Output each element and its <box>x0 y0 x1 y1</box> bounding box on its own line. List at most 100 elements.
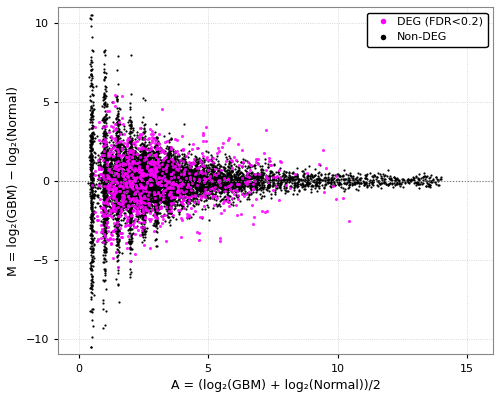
Point <box>177 187 185 193</box>
Point <box>164 202 172 208</box>
Point <box>160 178 168 184</box>
Point <box>230 180 238 187</box>
Point <box>126 130 134 136</box>
Point <box>165 187 173 194</box>
Point <box>154 140 162 146</box>
Point <box>100 173 108 180</box>
Point <box>120 176 128 182</box>
Point <box>188 190 196 196</box>
Point <box>114 168 122 174</box>
Point <box>140 173 148 180</box>
Point <box>85 74 93 80</box>
Point <box>176 178 184 184</box>
Point <box>116 192 124 199</box>
Point <box>151 178 159 185</box>
Point <box>202 156 210 162</box>
Point <box>174 194 182 200</box>
Point <box>139 182 147 188</box>
Point <box>150 184 158 191</box>
Point <box>136 196 144 203</box>
Point <box>266 168 274 175</box>
Point <box>226 170 234 177</box>
Point <box>209 193 217 199</box>
Point <box>180 153 188 159</box>
Point <box>140 154 148 160</box>
Point <box>167 160 175 166</box>
Point <box>373 182 381 188</box>
Point <box>151 168 159 174</box>
Point <box>138 203 146 209</box>
Point <box>126 196 134 203</box>
Point <box>127 187 135 193</box>
Point <box>195 177 203 184</box>
Point <box>136 172 144 179</box>
Point <box>154 195 162 201</box>
Point <box>145 170 153 176</box>
Point <box>88 204 96 210</box>
Point <box>121 188 129 194</box>
Point <box>134 154 142 160</box>
Point <box>164 163 172 170</box>
Point <box>144 193 152 199</box>
Point <box>164 182 172 188</box>
Point <box>362 180 370 187</box>
Point <box>112 183 120 190</box>
Point <box>100 200 108 207</box>
Point <box>284 178 292 185</box>
Point <box>86 59 94 65</box>
Point <box>126 174 134 181</box>
Point <box>120 201 128 208</box>
Point <box>107 137 115 143</box>
Point <box>128 184 136 191</box>
Point <box>100 174 108 181</box>
Point <box>101 166 109 173</box>
Point <box>102 149 110 156</box>
Point <box>94 185 102 191</box>
Point <box>182 179 190 186</box>
Point <box>126 201 134 207</box>
Point <box>138 165 145 172</box>
Point <box>124 182 132 189</box>
Point <box>146 245 154 252</box>
Point <box>273 173 281 180</box>
Point <box>100 208 108 214</box>
Point <box>244 175 252 182</box>
Point <box>286 183 294 189</box>
Point <box>419 174 427 180</box>
Point <box>121 186 129 192</box>
Point <box>165 194 173 201</box>
Point <box>100 170 108 176</box>
Point <box>88 164 96 171</box>
Point <box>138 181 146 187</box>
Point <box>335 173 343 179</box>
Point <box>176 181 184 187</box>
Point <box>126 177 134 184</box>
Point <box>132 178 140 185</box>
Point <box>87 266 95 272</box>
Point <box>158 182 166 188</box>
Point <box>127 143 135 150</box>
Point <box>207 175 215 181</box>
Point <box>163 178 171 184</box>
Point <box>126 188 134 195</box>
Point <box>123 178 131 185</box>
Point <box>349 177 357 184</box>
Point <box>161 171 169 178</box>
Point <box>120 172 128 178</box>
Point <box>418 177 426 184</box>
Point <box>148 192 156 198</box>
Point <box>114 173 122 180</box>
Point <box>178 171 186 177</box>
Point <box>122 173 130 179</box>
Point <box>160 170 168 177</box>
Point <box>88 230 96 236</box>
Point <box>164 166 172 173</box>
Point <box>120 192 128 199</box>
Point <box>142 171 150 178</box>
Point <box>412 174 420 180</box>
Point <box>102 189 110 196</box>
Point <box>100 91 108 98</box>
Point <box>195 237 203 244</box>
Point <box>166 168 174 174</box>
Point <box>312 181 320 188</box>
